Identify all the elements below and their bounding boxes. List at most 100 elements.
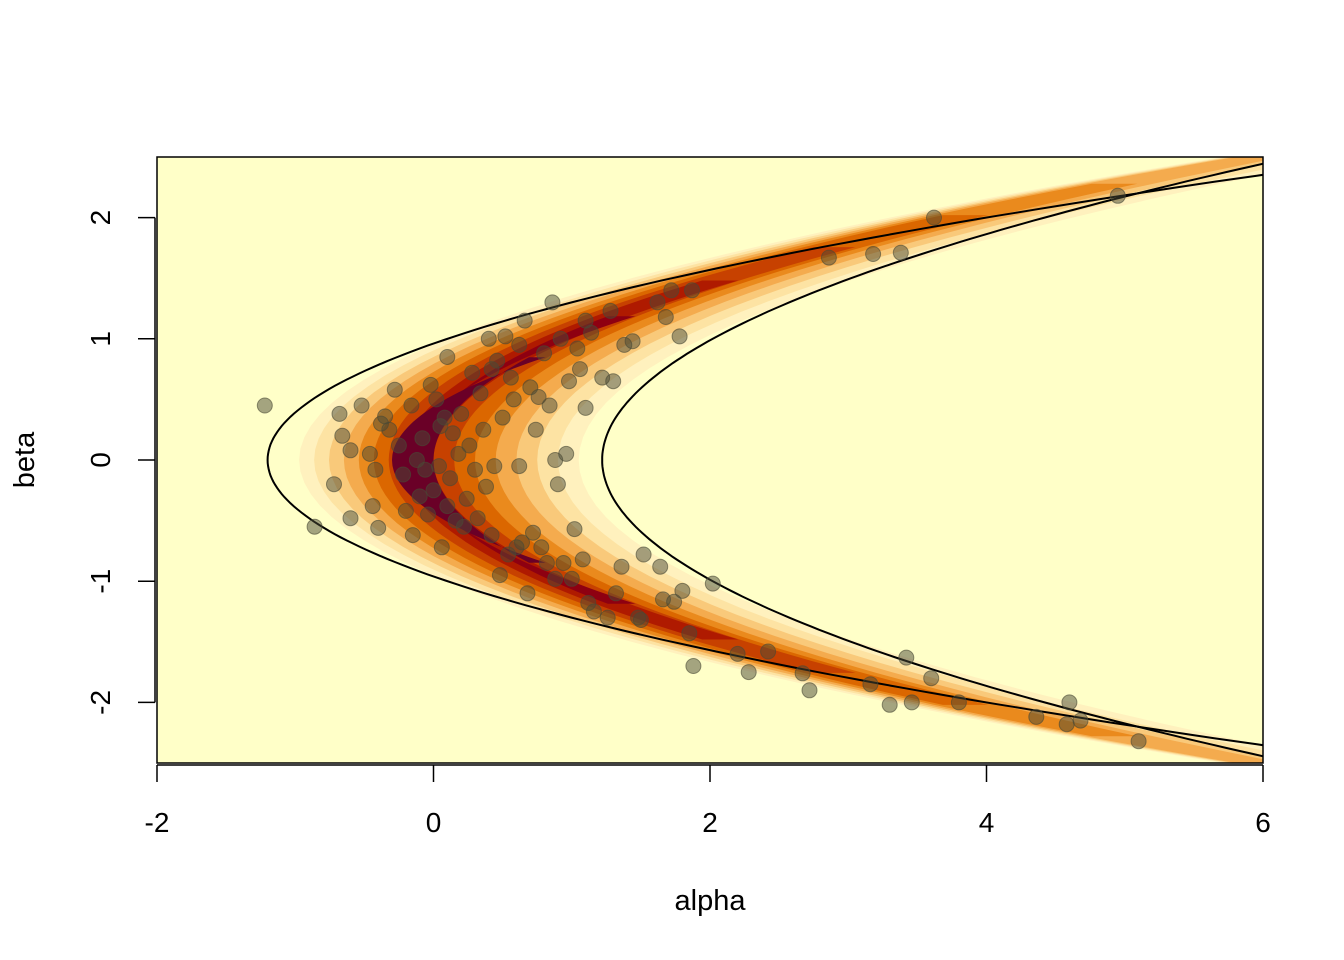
data-point xyxy=(1109,187,1126,204)
data-point xyxy=(461,437,478,454)
data-point xyxy=(729,645,746,662)
data-point xyxy=(464,364,481,381)
data-point xyxy=(433,539,450,556)
data-point xyxy=(486,458,503,475)
data-point xyxy=(428,391,445,408)
data-point xyxy=(491,567,508,584)
data-point xyxy=(608,585,624,602)
data-point xyxy=(483,527,500,544)
data-point xyxy=(414,430,431,447)
data-point xyxy=(475,421,492,438)
x-tick-label: 2 xyxy=(702,807,718,838)
x-tick-label: 0 xyxy=(426,807,442,838)
data-point xyxy=(516,312,533,329)
data-point xyxy=(514,534,530,551)
data-point xyxy=(331,405,348,422)
data-point xyxy=(450,445,467,462)
data-point xyxy=(552,330,569,347)
y-tick-label: -2 xyxy=(85,690,116,715)
data-point xyxy=(760,643,777,660)
data-point xyxy=(342,510,359,527)
data-point xyxy=(547,570,564,587)
density-level-7 xyxy=(388,247,856,673)
y-tick-label: 2 xyxy=(85,210,116,226)
data-point xyxy=(794,665,811,682)
data-point xyxy=(585,603,602,620)
data-point xyxy=(555,555,572,571)
data-point xyxy=(494,409,511,426)
data-point xyxy=(558,445,575,462)
data-point xyxy=(439,349,456,365)
x-tick-label: -2 xyxy=(145,807,170,838)
data-point xyxy=(425,482,442,499)
data-point xyxy=(342,442,359,459)
data-point xyxy=(370,519,387,536)
data-point xyxy=(444,425,461,442)
data-point xyxy=(574,551,591,568)
data-point xyxy=(420,506,436,523)
data-point xyxy=(666,593,683,610)
data-point xyxy=(411,488,428,505)
data-point xyxy=(538,555,555,571)
data-point xyxy=(525,524,541,541)
y-tick-label: -1 xyxy=(85,569,116,594)
data-point xyxy=(572,361,588,378)
data-point xyxy=(390,437,407,454)
data-point xyxy=(377,408,394,425)
data-point xyxy=(397,502,414,519)
data-point xyxy=(563,570,580,587)
data-point xyxy=(404,527,421,544)
data-point xyxy=(497,328,514,345)
data-point xyxy=(544,294,561,311)
data-point xyxy=(527,421,544,438)
data-point xyxy=(511,458,528,475)
data-point xyxy=(820,249,837,266)
data-point xyxy=(671,328,688,345)
y-tick-label: 0 xyxy=(85,452,116,468)
data-point xyxy=(624,333,641,350)
y-axis-title: beta xyxy=(9,431,41,488)
data-point xyxy=(367,461,384,478)
density-level-4 xyxy=(343,157,1263,763)
data-point xyxy=(602,302,619,319)
data-point xyxy=(569,340,586,357)
data-point xyxy=(652,558,669,575)
data-point xyxy=(458,490,475,507)
data-point xyxy=(898,649,915,666)
plot-area xyxy=(157,157,1263,763)
data-point xyxy=(395,466,412,483)
data-point xyxy=(1028,708,1045,725)
data-point xyxy=(442,470,459,487)
data-point xyxy=(657,309,674,325)
data-point xyxy=(649,294,666,311)
data-point xyxy=(467,461,483,478)
data-point xyxy=(681,625,698,642)
data-point xyxy=(674,582,691,599)
data-point xyxy=(566,521,583,538)
data-point xyxy=(685,658,702,674)
data-point xyxy=(436,409,453,426)
x-tick-label: 4 xyxy=(979,807,995,838)
data-point xyxy=(635,546,652,563)
data-point xyxy=(381,421,398,438)
data-point xyxy=(881,696,898,713)
data-point xyxy=(489,352,506,369)
data-point xyxy=(519,585,536,602)
data-point xyxy=(417,461,434,478)
data-point xyxy=(583,324,600,341)
density-level-5 xyxy=(358,183,1138,737)
x-axis-title: alpha xyxy=(675,885,747,917)
data-point xyxy=(422,376,439,393)
data-point xyxy=(862,676,879,693)
data-point xyxy=(511,336,528,353)
boundary-curve-1 xyxy=(266,173,1263,747)
data-point xyxy=(605,373,622,390)
data-point xyxy=(1130,733,1147,750)
data-point xyxy=(361,445,378,462)
data-point xyxy=(326,476,342,493)
data-point xyxy=(536,345,553,362)
data-point xyxy=(353,397,370,414)
data-point xyxy=(439,498,456,515)
data-point xyxy=(502,369,519,386)
